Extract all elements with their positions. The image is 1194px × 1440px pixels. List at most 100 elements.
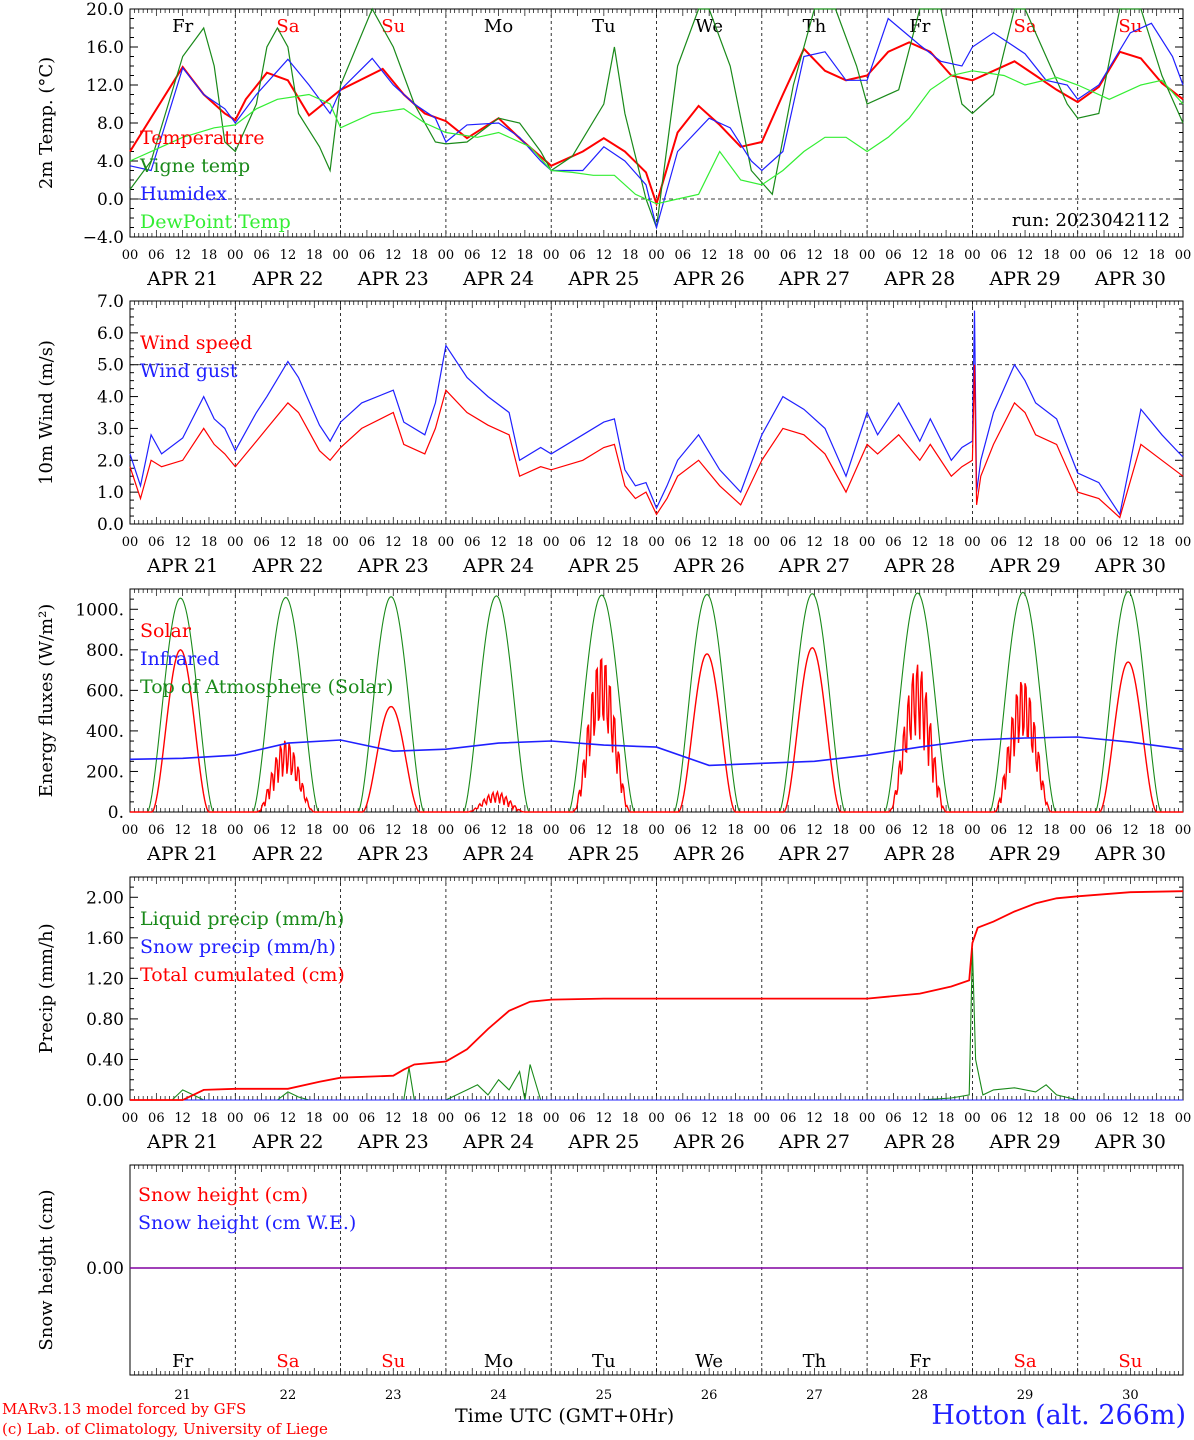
hour-tick-label: 06 xyxy=(990,248,1007,263)
y-tick-label: 20.0 xyxy=(86,0,124,20)
day-number-label: 26 xyxy=(701,1388,718,1403)
hour-tick-label: 06 xyxy=(464,1111,481,1126)
hour-tick-label: 18 xyxy=(411,823,428,838)
hour-tick-label: 00 xyxy=(122,1111,139,1126)
date-label: APR 21 xyxy=(146,1131,218,1153)
weekday-label: We xyxy=(695,16,723,37)
weekday-label: Su xyxy=(1118,1351,1142,1372)
weekday-label: Sa xyxy=(1014,1351,1037,1372)
hour-tick-label: 12 xyxy=(385,1111,402,1126)
date-label: APR 27 xyxy=(778,555,850,577)
hour-tick-label: 18 xyxy=(306,823,323,838)
date-label: APR 25 xyxy=(567,843,639,865)
hour-tick-label: 06 xyxy=(148,823,165,838)
hour-tick-label: 06 xyxy=(569,535,586,550)
hour-tick-label: 12 xyxy=(490,1111,507,1126)
hour-tick-label: 00 xyxy=(438,1111,455,1126)
hour-tick-label: 12 xyxy=(1122,535,1139,550)
hour-tick-label: 12 xyxy=(911,1111,928,1126)
legend-entry: Vigne temp xyxy=(139,155,250,177)
hour-tick-label: 12 xyxy=(701,1111,718,1126)
weekday-label: Fr xyxy=(909,16,930,37)
hour-tick-label: 06 xyxy=(148,248,165,263)
y-tick-label: 12.0 xyxy=(86,76,124,96)
hour-tick-label: 06 xyxy=(464,248,481,263)
date-label: APR 23 xyxy=(357,268,429,290)
y-tick-label: 0.80 xyxy=(86,1010,124,1030)
hour-tick-label: 18 xyxy=(938,1111,955,1126)
hour-tick-label: 12 xyxy=(490,248,507,263)
hour-tick-label: 00 xyxy=(754,823,771,838)
hour-tick-label: 06 xyxy=(253,1111,270,1126)
hour-tick-label: 00 xyxy=(964,1111,981,1126)
hour-tick-label: 06 xyxy=(780,1111,797,1126)
hour-tick-label: 06 xyxy=(464,823,481,838)
hour-tick-label: 06 xyxy=(569,823,586,838)
x-axis-title: Time UTC (GMT+0Hr) xyxy=(455,1405,675,1427)
hour-tick-label: 12 xyxy=(806,535,823,550)
date-label: APR 25 xyxy=(567,1131,639,1153)
hour-tick-label: 00 xyxy=(754,248,771,263)
y-tick-label: 0.00 xyxy=(86,1091,124,1111)
hour-tick-label: 06 xyxy=(780,535,797,550)
date-label: APR 29 xyxy=(989,843,1061,865)
legend-entry: Top of Atmosphere (Solar) xyxy=(140,676,393,698)
hour-tick-label: 00 xyxy=(1069,248,1086,263)
hour-tick-label: 06 xyxy=(885,823,902,838)
hour-tick-label: 00 xyxy=(227,248,244,263)
date-label: APR 22 xyxy=(251,843,323,865)
hour-tick-label: 06 xyxy=(253,823,270,838)
y-tick-label: 0. xyxy=(108,803,124,823)
hour-tick-label: 06 xyxy=(675,535,692,550)
lab-credit: (c) Lab. of Climatology, University of L… xyxy=(2,1420,328,1438)
hour-tick-label: 12 xyxy=(174,1111,191,1126)
hour-tick-label: 06 xyxy=(148,535,165,550)
date-label: APR 26 xyxy=(673,268,745,290)
weekday-label: Sa xyxy=(276,1351,299,1372)
date-label: APR 28 xyxy=(883,268,955,290)
hour-tick-label: 00 xyxy=(648,823,665,838)
hour-tick-label: 00 xyxy=(438,248,455,263)
legend-entry: Temperature xyxy=(140,127,264,149)
hour-tick-label: 18 xyxy=(201,823,218,838)
hour-tick-label: 18 xyxy=(938,248,955,263)
hour-tick-label: 06 xyxy=(359,248,376,263)
legend-entry: Infrared xyxy=(140,648,220,670)
hour-tick-label: 00 xyxy=(859,823,876,838)
y-axis-label: Snow height (cm) xyxy=(36,1189,57,1350)
date-label: APR 22 xyxy=(251,1131,323,1153)
hour-tick-label: 00 xyxy=(964,248,981,263)
date-label: APR 30 xyxy=(1094,1131,1166,1153)
day-number-label: 28 xyxy=(911,1388,928,1403)
hour-tick-label: 18 xyxy=(727,535,744,550)
hour-tick-label: 12 xyxy=(1017,535,1034,550)
y-axis-label: 2m Temp. (°C) xyxy=(36,57,57,189)
hour-tick-label: 18 xyxy=(1148,248,1165,263)
hour-tick-label: 12 xyxy=(490,535,507,550)
date-label: APR 24 xyxy=(462,268,534,290)
hour-tick-label: 06 xyxy=(1096,823,1113,838)
hour-tick-label: 18 xyxy=(622,823,639,838)
day-number-label: 22 xyxy=(280,1388,297,1403)
hour-tick-label: 18 xyxy=(517,248,534,263)
y-tick-label: 2.0 xyxy=(97,451,124,471)
y-tick-label: 3.0 xyxy=(97,419,124,439)
date-label: APR 21 xyxy=(146,555,218,577)
hour-tick-label: 06 xyxy=(253,535,270,550)
y-tick-label: 400. xyxy=(86,722,124,742)
hour-tick-label: 18 xyxy=(1043,535,1060,550)
hour-tick-label: 12 xyxy=(701,823,718,838)
hour-tick-label: 18 xyxy=(201,248,218,263)
day-number-label: 30 xyxy=(1122,1388,1139,1403)
hour-tick-label: 12 xyxy=(1122,248,1139,263)
hour-tick-label: 18 xyxy=(517,535,534,550)
legend-entry: DewPoint Temp xyxy=(140,211,291,233)
y-tick-label: −4.0 xyxy=(83,228,124,248)
hour-tick-label: 00 xyxy=(964,823,981,838)
hour-tick-label: 06 xyxy=(1096,535,1113,550)
y-tick-label: 1.60 xyxy=(86,929,124,949)
hour-tick-label: 06 xyxy=(359,535,376,550)
date-label: APR 23 xyxy=(357,843,429,865)
y-tick-label: 0.00 xyxy=(86,1259,124,1279)
